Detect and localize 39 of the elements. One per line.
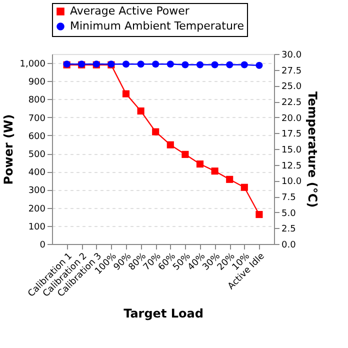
legend-label: Minimum Ambient Temperature <box>70 20 244 32</box>
point <box>256 210 263 218</box>
y-tick-label: 800 <box>28 96 46 106</box>
y2-tick-label: 30.0 <box>282 50 302 60</box>
y-tick-label: 1,000 <box>20 60 46 70</box>
y2-tick-label: 20.0 <box>282 114 302 124</box>
y-tick-label: 100 <box>28 222 46 232</box>
y2-tick-label: 10.0 <box>282 177 302 188</box>
y-tick-label: 200 <box>28 204 46 214</box>
point <box>196 160 204 168</box>
y2-tick-label: 15.0 <box>282 146 302 156</box>
y2-tick-label: 2.5 <box>282 224 296 235</box>
y-tick-label: 500 <box>28 150 46 160</box>
point <box>122 90 130 98</box>
y-tick-label: 400 <box>28 168 46 178</box>
y2-tick-label: 17.5 <box>282 130 302 140</box>
y-tick-label: 700 <box>28 114 46 124</box>
y2-tick-label: 5.0 <box>282 208 296 219</box>
y2-tick-label: 22.5 <box>282 98 302 108</box>
x-axis-title: Target Load <box>124 306 204 321</box>
point <box>182 150 189 158</box>
y-tick-label: 0 <box>40 240 46 250</box>
y-axis-title: Power (W) <box>2 114 16 185</box>
y-tick-label: 600 <box>28 132 46 142</box>
point <box>240 184 248 191</box>
point <box>152 128 160 136</box>
y2-tick-label: 0.0 <box>282 240 296 250</box>
point <box>166 141 174 148</box>
y2-tick-label: 27.5 <box>282 66 302 76</box>
point <box>211 168 218 175</box>
y-tick-label: 300 <box>28 186 46 196</box>
legend-label: Average Active Power <box>70 4 190 18</box>
y-tick-label: 900 <box>28 78 46 88</box>
point <box>137 107 144 115</box>
y2-tick-label: 12.5 <box>282 161 302 172</box>
point <box>226 176 234 183</box>
y2-tick-label: 25.0 <box>282 82 302 92</box>
y2-axis-title: Temperature (°C) <box>306 91 320 208</box>
y2-tick-label: 7.5 <box>282 193 296 203</box>
